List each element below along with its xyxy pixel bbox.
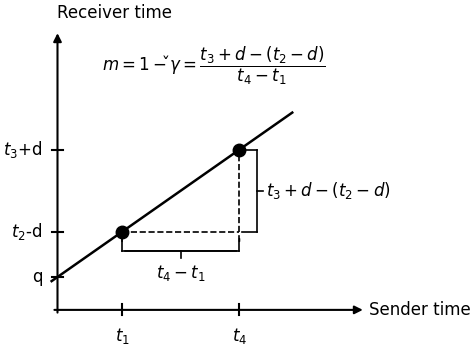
Text: $t_3 + d - (t_2 - d)$: $t_3 + d - (t_2 - d)$ <box>266 180 391 201</box>
Text: $m = 1 - \check{\gamma} = \dfrac{t_3 + d - (t_2 - d)}{t_4 - t_1}$: $m = 1 - \check{\gamma} = \dfrac{t_3 + d… <box>102 44 327 87</box>
Text: Sender time: Sender time <box>369 301 470 319</box>
Text: $t_1$: $t_1$ <box>115 326 129 346</box>
Text: $t_2$-d: $t_2$-d <box>11 221 43 242</box>
Text: $t_4$: $t_4$ <box>232 326 247 346</box>
Text: $t_4 - t_1$: $t_4 - t_1$ <box>156 263 206 283</box>
Text: $t_3$+d: $t_3$+d <box>3 139 43 160</box>
Text: Receiver time: Receiver time <box>57 4 173 22</box>
Text: q: q <box>32 268 43 286</box>
